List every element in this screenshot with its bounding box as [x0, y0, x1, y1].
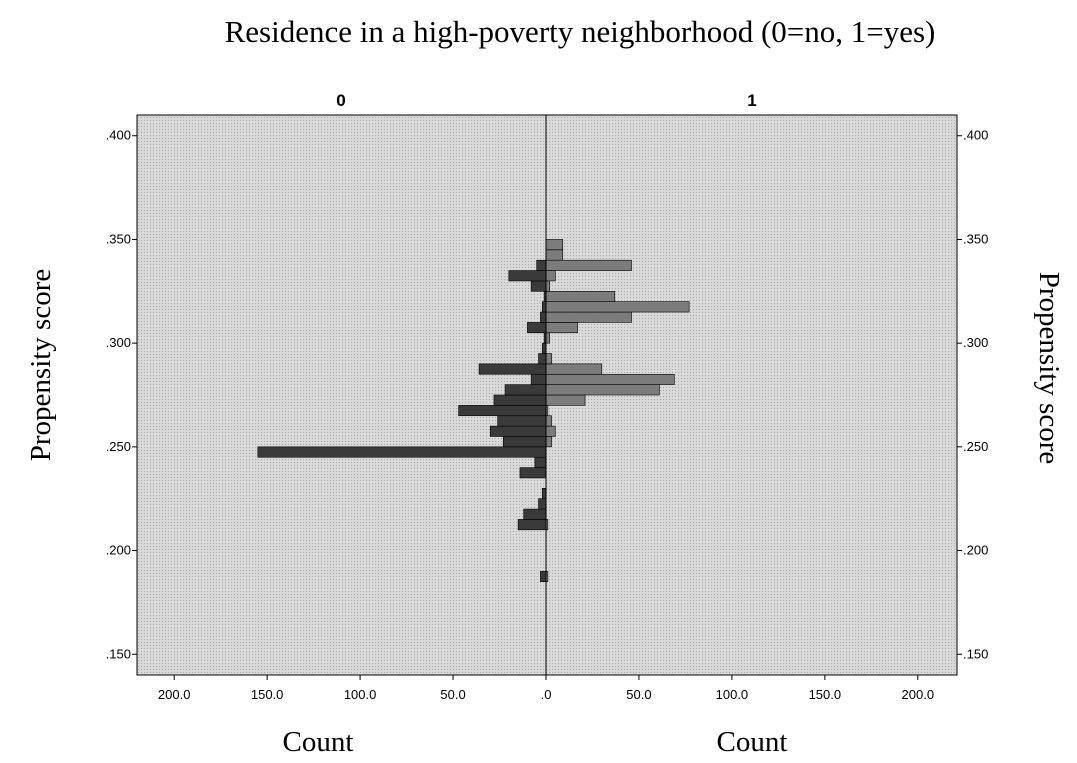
- chart-title: Residence in a high-poverty neighborhood…: [225, 14, 936, 49]
- bar-group-0-17: [541, 342, 547, 354]
- y-tick-label-right-3: .300: [963, 335, 988, 350]
- y-tick-label-left-4: .350: [106, 231, 131, 246]
- bar-group-0-14: [530, 373, 547, 385]
- bar-group-0-12: [493, 394, 547, 406]
- y-axis-title-right: Propensity score: [1033, 272, 1065, 465]
- y-tick-label-left-2: .250: [106, 439, 131, 454]
- x-tick-label-4: .0: [541, 687, 552, 702]
- bar-group-0-8: [502, 436, 547, 448]
- bar-group-1-6: [545, 394, 586, 406]
- bar-group-1-7: [545, 384, 660, 396]
- bar-group-0-23: [530, 280, 547, 292]
- bar-group-1-14: [545, 301, 690, 313]
- bar-group-0-0: [540, 570, 547, 582]
- bar-group-0-21: [541, 301, 547, 313]
- bar-group-1-10: [545, 353, 552, 365]
- panel-label-1: 1: [747, 91, 756, 110]
- bar-group-0-5: [519, 467, 547, 479]
- y-tick-label-right-4: .350: [963, 231, 988, 246]
- bar-group-0-19: [527, 322, 547, 334]
- bars-group: [257, 239, 690, 582]
- y-tick-label-right-1: .200: [963, 543, 988, 558]
- x-tick-label-2: 100.0: [344, 687, 377, 702]
- bar-group-1-19: [545, 249, 564, 261]
- bar-group-0-24: [508, 270, 547, 282]
- y-tick-label-left-0: .150: [106, 646, 131, 661]
- y-tick-label-left-1: .200: [106, 543, 131, 558]
- x-tick-label-7: 150.0: [809, 687, 842, 702]
- y-tick-label-right-2: .250: [963, 439, 988, 454]
- x-ticks: 200.0 150.0 100.0 50.0 .0 50.0 100.0 150.0 200.0: [158, 675, 934, 702]
- y-tick-label-left-3: .300: [106, 335, 131, 350]
- bar-group-0-20: [540, 311, 547, 323]
- x-tick-label-0: 200.0: [158, 687, 191, 702]
- y-ticks-left: .150 .200 .250 .300 .350 .400: [106, 128, 137, 661]
- x-tick-label-3: 50.0: [440, 687, 465, 702]
- bar-group-1-8: [545, 373, 675, 385]
- y-tick-label-left-5: .400: [106, 128, 131, 143]
- x-axis-title-left: Count: [283, 726, 354, 758]
- y-tick-label-right-0: .150: [963, 646, 988, 661]
- panel-label-0: 0: [336, 91, 345, 110]
- bar-group-1-17: [545, 270, 556, 282]
- x-tick-label-1: 150.0: [251, 687, 284, 702]
- bar-group-0-4: [541, 488, 547, 499]
- bar-group-0-13: [504, 384, 547, 396]
- x-axis-title-right: Count: [717, 726, 788, 758]
- bar-group-1-4: [545, 415, 552, 427]
- bar-group-1-20: [545, 239, 564, 251]
- bar-group-0-2: [523, 508, 547, 520]
- x-tick-label-5: 50.0: [626, 687, 651, 702]
- bar-group-1-12: [545, 322, 578, 334]
- bar-group-1-16: [545, 280, 551, 292]
- y-ticks-right: .150 .200 .250 .300 .350 .400: [957, 128, 988, 661]
- y-axis-title-left: Propensity score: [25, 269, 57, 462]
- bar-group-1-13: [545, 311, 632, 323]
- bar-group-1-15: [545, 290, 616, 302]
- bar-group-0-11: [458, 405, 547, 417]
- bar-group-0-16: [538, 353, 547, 365]
- bar-group-0-25: [536, 259, 547, 271]
- bar-group-1-2: [545, 436, 552, 448]
- bar-group-0-3: [538, 498, 547, 510]
- bar-group-0-15: [478, 363, 547, 375]
- bar-group-0-6: [534, 456, 547, 468]
- bar-group-0-7: [257, 446, 547, 458]
- bar-group-1-11: [545, 332, 551, 344]
- y-tick-label-right-5: .400: [963, 128, 988, 143]
- bar-group-0-10: [497, 415, 547, 427]
- bar-group-1-18: [545, 259, 632, 271]
- bar-group-1-3: [545, 425, 556, 437]
- x-tick-label-6: 100.0: [716, 687, 749, 702]
- bar-group-0-9: [489, 425, 547, 437]
- x-tick-label-8: 200.0: [902, 687, 935, 702]
- bar-group-1-9: [545, 363, 603, 375]
- bar-group-0-1: [517, 519, 547, 531]
